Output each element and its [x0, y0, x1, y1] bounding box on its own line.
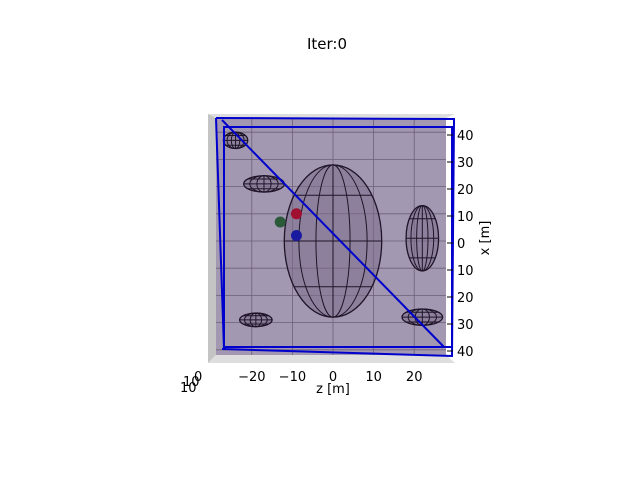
obstacle-wireframe: [243, 175, 285, 193]
position-marker: [290, 230, 302, 242]
z-tick-label: 0: [194, 370, 202, 385]
z-tick-label: 10: [180, 381, 197, 396]
z-tick-label: 10: [183, 375, 200, 390]
position-marker: [274, 216, 286, 228]
y-tick-label: 40: [457, 129, 474, 144]
boundary-edge: [215, 117, 225, 350]
obstacle-wireframe: [283, 164, 383, 318]
y-tick-label: 30: [457, 318, 474, 333]
chart-title: Iter:0: [307, 35, 347, 53]
plot-area: [215, 117, 456, 358]
y-tick-label: 30: [457, 156, 474, 171]
back-pane-bottom: [208, 355, 455, 363]
back-pane-top: [208, 114, 455, 118]
obstacle-wireframe: [238, 312, 273, 328]
y-tick-label: 10: [457, 264, 474, 279]
z-tick-labels: 10 10 0: [180, 370, 202, 396]
y-tick-label: 20: [457, 291, 474, 306]
boundary-diagonal: [221, 119, 445, 348]
x-tick-label: −20: [238, 370, 265, 385]
y-tick-label: 10: [457, 210, 474, 225]
y-axis-label: x [m]: [478, 221, 493, 256]
x-axis-label: z [m]: [316, 382, 350, 397]
x-tick-label: 10: [365, 370, 382, 385]
back-pane-left: [208, 114, 216, 363]
x-tick-label: 20: [406, 370, 423, 385]
position-marker: [290, 208, 302, 220]
boundary-inner: [223, 126, 453, 348]
obstacle-wireframe: [405, 204, 440, 272]
y-tick-label: 40: [457, 345, 474, 360]
x-tick-label: 0: [329, 370, 337, 385]
x-tick-label: −10: [279, 370, 306, 385]
y-tick-label: 0: [457, 237, 465, 252]
y-tick-label: 20: [457, 183, 474, 198]
